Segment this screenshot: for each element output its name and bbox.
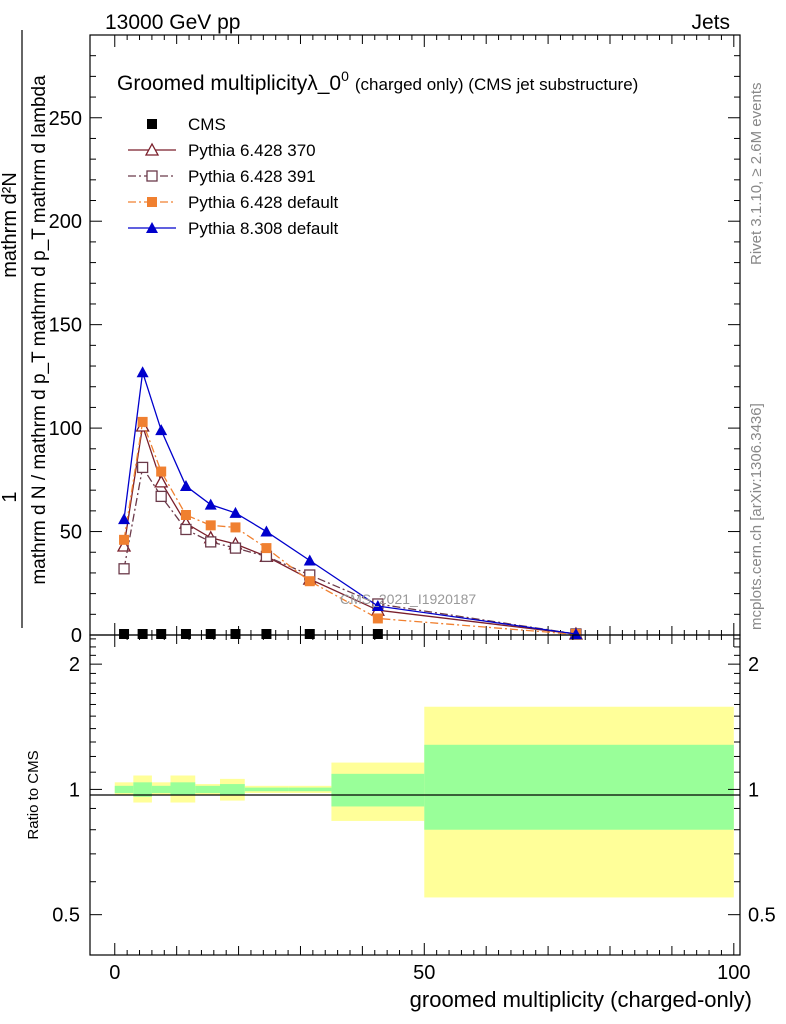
ratio-y-tick-label-right: 1 (748, 779, 759, 801)
data-point (137, 629, 148, 639)
ratio-y-tick-label: 1 (69, 779, 80, 801)
ratio-inner-band (331, 773, 425, 807)
data-point (205, 536, 217, 548)
series-line (123, 372, 577, 635)
title-main: Groomed multiplicityλ_0 (117, 72, 341, 95)
data-point (154, 474, 169, 488)
ylabel-numerator: mathrm d²N (0, 172, 21, 278)
rivet-label: Rivet 3.1.10, ≥ 2.6M events (748, 83, 765, 266)
ratio-inner-band (151, 785, 171, 794)
data-point (371, 600, 384, 612)
data-point (155, 424, 168, 436)
ratio-inner-band (220, 784, 245, 795)
ratio-inner-band (195, 785, 220, 794)
ratio-inner-band (133, 782, 152, 797)
data-point (229, 542, 242, 554)
data-point (260, 525, 273, 537)
data-point (156, 629, 167, 639)
ratio-inner-band (424, 744, 734, 830)
y-tick-label: 100 (49, 418, 82, 440)
legend-label: Pythia 6.428 370 (188, 141, 316, 160)
data-point (180, 629, 191, 639)
data-point (304, 576, 315, 587)
data-point (205, 629, 216, 639)
data-point (136, 461, 149, 474)
data-point (261, 543, 272, 554)
series-line (123, 465, 577, 635)
legend-marker (144, 142, 160, 156)
main-series (116, 366, 584, 640)
ratio-inner-band (288, 787, 332, 792)
main-y-label: 1 mathrm d²N mathrm d N / mathrm d p_T m… (0, 30, 50, 628)
y-tick-label: 0 (71, 625, 82, 647)
ratio-inner-band (114, 785, 134, 794)
y-tick-label: 200 (49, 211, 82, 233)
ylabel-denominator: mathrm d N / mathrm d p_T mathrm d p_T m… (29, 75, 50, 585)
data-point (205, 520, 216, 531)
data-point (137, 416, 148, 427)
legend-label: Pythia 8.308 default (188, 219, 339, 238)
ratio-frame (89, 634, 741, 956)
data-point (230, 629, 241, 639)
ratio-y-tick-label: 0.5 (52, 905, 80, 927)
legend-label: Pythia 6.428 default (188, 193, 339, 212)
ratio-axis-ticks: 0.5 0.5 1 1 2 2 0 50 100 (52, 635, 776, 984)
data-point (118, 563, 130, 575)
data-point (119, 629, 130, 639)
watermark: CMS_2021_I1920187 (340, 591, 476, 607)
series-line (123, 425, 577, 635)
data-point (261, 629, 272, 639)
data-point (230, 522, 241, 533)
data-point (180, 510, 191, 520)
legend-marker (146, 222, 158, 233)
legend-label: Pythia 6.428 391 (188, 167, 316, 186)
ratio-y-tick-label: 2 (69, 654, 80, 676)
title-superscript: 0 (341, 68, 349, 84)
data-point (119, 534, 130, 545)
legend-label: CMS (188, 115, 226, 134)
ratio-bands (114, 706, 734, 898)
data-point (372, 629, 383, 639)
data-point (229, 506, 242, 518)
data-point (155, 490, 167, 503)
x-tick-label: 100 (717, 962, 750, 984)
data-point (179, 480, 192, 492)
title-subtitle: (charged only) (CMS jet substructure) (355, 75, 638, 94)
y-tick-label: 50 (60, 522, 82, 544)
legend-marker (146, 170, 158, 182)
ylabel-top: 1 (0, 491, 21, 502)
energy-label: 13000 GeV pp (105, 11, 240, 34)
data-point (180, 523, 192, 536)
legend-marker (147, 197, 157, 207)
data-point (303, 554, 316, 566)
chart-title: Groomed multiplicityλ_00 (charged only) (… (117, 68, 638, 95)
ratio-panel: 0.5 0.5 1 1 2 2 0 50 100 Ratio to CMS (25, 634, 776, 984)
data-point (116, 538, 132, 552)
y-tick-label: 250 (49, 108, 82, 130)
x-axis-label: groomed multiplicity (charged-only) (410, 987, 752, 1012)
mcplots-label: mcplots.cern.ch [arXiv:1306.3436] (748, 403, 765, 630)
x-tick-label: 50 (413, 962, 435, 984)
data-point (156, 466, 167, 477)
ratio-inner-band (170, 782, 196, 795)
ratio-y-tick-label-right: 2 (748, 654, 759, 676)
process-label: Jets (691, 11, 730, 34)
x-tick-label: 0 (109, 962, 120, 984)
data-point (204, 498, 217, 510)
ratio-inner-band (244, 787, 289, 792)
data-point (136, 366, 149, 378)
data-point (372, 613, 383, 624)
data-point (304, 629, 315, 639)
y-tick-label: 150 (49, 315, 82, 337)
main-axis-ticks: 0 50 100 150 200 250 (49, 35, 740, 647)
data-point (118, 513, 131, 525)
series-line (123, 419, 577, 636)
ratio-y-label: Ratio to CMS (25, 750, 42, 839)
legend-marker (147, 119, 157, 129)
legend: CMS Pythia 6.428 370 Pythia 6.428 391 Pythi… (128, 115, 339, 238)
ratio-y-tick-label-right: 0.5 (748, 905, 776, 927)
